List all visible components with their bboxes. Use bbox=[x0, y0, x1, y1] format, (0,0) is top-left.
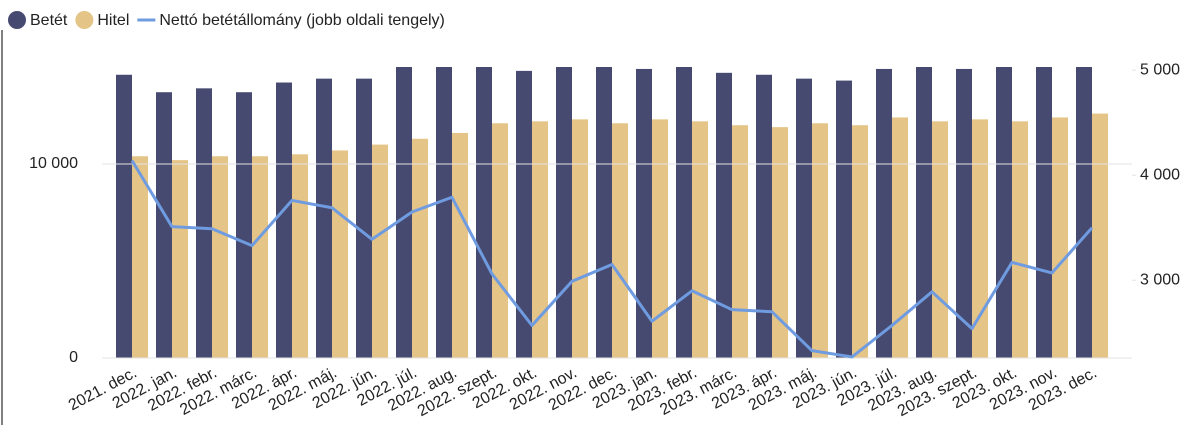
bar bbox=[1092, 113, 1108, 358]
bar bbox=[636, 68, 652, 358]
bar bbox=[716, 72, 732, 358]
bar bbox=[332, 150, 348, 358]
legend: Betét Hitel Nettó betétállomány (jobb olda… bbox=[8, 11, 445, 29]
legend-label: Hitel bbox=[97, 12, 129, 29]
legend-swatch bbox=[8, 11, 26, 29]
bar bbox=[236, 92, 252, 358]
bar bbox=[292, 154, 308, 358]
bar bbox=[876, 68, 892, 358]
bar bbox=[692, 121, 708, 358]
bar bbox=[436, 67, 452, 358]
bar bbox=[196, 88, 212, 358]
line-series bbox=[130, 159, 1094, 359]
bar bbox=[356, 78, 372, 358]
bar bbox=[1012, 121, 1028, 358]
bar bbox=[172, 160, 188, 358]
y-tick-label: 10 000 bbox=[29, 155, 78, 172]
legend-label: Betét bbox=[30, 12, 68, 29]
bar bbox=[396, 67, 412, 358]
bar bbox=[972, 119, 988, 358]
bar bbox=[452, 132, 468, 358]
bar bbox=[276, 82, 292, 359]
bar bbox=[732, 125, 748, 358]
bar bbox=[116, 74, 132, 358]
bar bbox=[532, 121, 548, 358]
bar bbox=[316, 78, 332, 358]
y2-tick-label: 5 000 bbox=[1140, 61, 1180, 78]
bar bbox=[812, 123, 828, 358]
bar bbox=[892, 117, 908, 358]
bar bbox=[1036, 67, 1052, 358]
bar bbox=[796, 78, 812, 358]
bar bbox=[476, 67, 492, 358]
y2-tick-label: 3 000 bbox=[1140, 271, 1180, 288]
bar bbox=[516, 70, 532, 358]
y2-tick-label: 4 000 bbox=[1140, 166, 1180, 183]
bar bbox=[772, 127, 788, 358]
bar bbox=[836, 80, 852, 358]
bar bbox=[1076, 67, 1092, 358]
bar bbox=[372, 144, 388, 358]
bar bbox=[596, 67, 612, 358]
bar bbox=[756, 74, 772, 358]
bar bbox=[412, 138, 428, 358]
bar bbox=[852, 125, 868, 358]
bar bbox=[572, 119, 588, 358]
bar bbox=[932, 121, 948, 358]
bar bbox=[156, 92, 172, 358]
y-tick-label: 0 bbox=[69, 349, 78, 366]
bar bbox=[996, 67, 1012, 358]
legend-label: Nettó betétállomány (jobb oldali tengely… bbox=[159, 12, 445, 29]
plot bbox=[116, 67, 1108, 359]
bar bbox=[1052, 117, 1068, 358]
bar bbox=[556, 67, 572, 358]
bar bbox=[212, 156, 228, 358]
bar bbox=[492, 123, 508, 358]
legend-swatch bbox=[75, 11, 94, 29]
bar bbox=[956, 68, 972, 358]
bar bbox=[652, 119, 668, 358]
bar bbox=[916, 67, 932, 358]
bar bbox=[132, 156, 148, 358]
bar bbox=[612, 123, 628, 358]
bar bbox=[676, 67, 692, 358]
bar bbox=[252, 156, 268, 358]
